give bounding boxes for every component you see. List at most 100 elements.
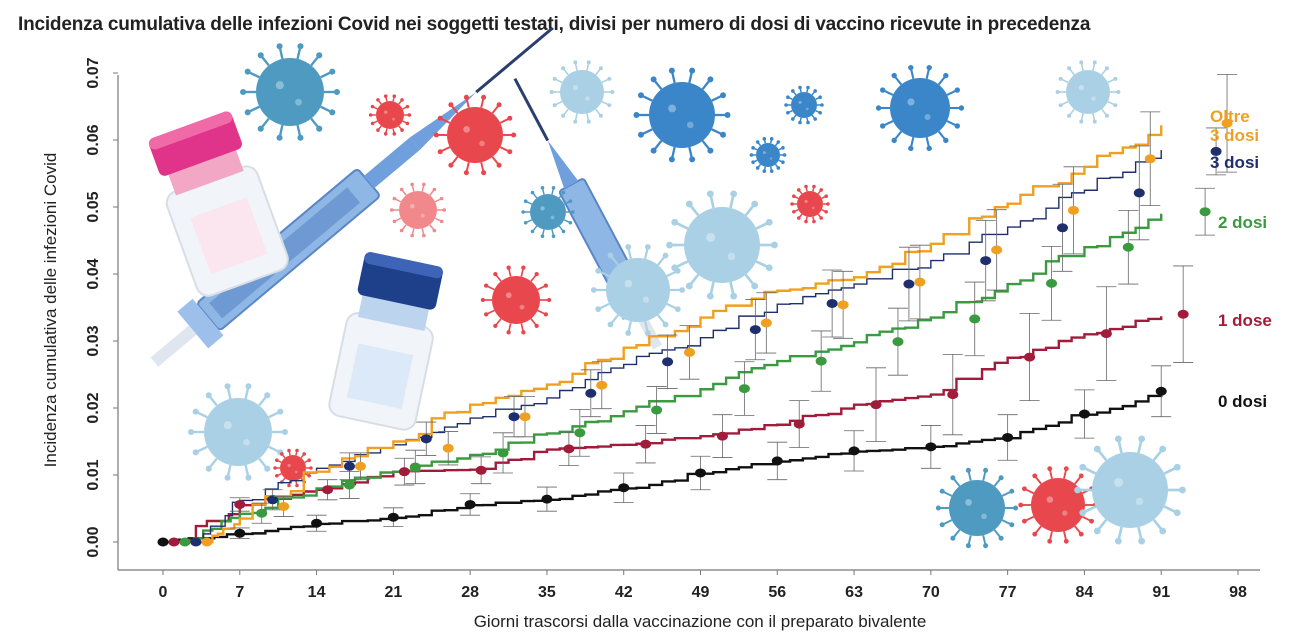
virus-icon (480, 265, 552, 335)
data-point (969, 314, 981, 324)
data-point (1100, 329, 1112, 339)
data-point (1144, 154, 1156, 164)
data-point (1210, 146, 1222, 156)
x-tick-label: 70 (922, 584, 940, 601)
legend-3-dosi: 3 dosi (1210, 153, 1259, 172)
virus-icon (389, 182, 447, 238)
vaccine-vial-icon (148, 111, 289, 297)
virus-icon (240, 43, 340, 141)
x-tick-label: 84 (1076, 584, 1094, 601)
data-point (1024, 352, 1036, 362)
data-point (322, 485, 334, 495)
virus-icon (188, 43, 1186, 549)
data-point (651, 405, 663, 415)
x-tick-label: 21 (384, 584, 402, 601)
data-point (1046, 278, 1058, 288)
data-point (278, 501, 290, 511)
legend-oltre-3-dosi-line1: Oltre (1210, 107, 1250, 126)
y-axis-label: Incidenza cumulativa delle infezioni Cov… (41, 153, 60, 468)
x-tick-label: 0 (159, 584, 168, 601)
legend-0-dosi: 0 dosi (1218, 392, 1267, 411)
data-point (168, 537, 180, 547)
data-point (157, 537, 169, 547)
data-point (1221, 118, 1233, 128)
y-tick-label: 0.07 (85, 57, 102, 88)
data-point (716, 431, 728, 441)
data-point (684, 347, 696, 357)
x-tick-label: 49 (692, 584, 710, 601)
axes: 0 7 14 21 28 35 42 49 56 63 70 77 84 91 98 0.000.010.0… (41, 57, 1260, 631)
series-line (163, 393, 1163, 544)
x-tick-label: 98 (1229, 584, 1247, 601)
data-point (793, 419, 805, 429)
data-point (947, 390, 959, 400)
virus-icon (790, 184, 830, 224)
data-point (695, 468, 706, 478)
x-tick-label: 14 (308, 584, 326, 601)
data-point (815, 356, 827, 366)
data-point (991, 245, 1003, 255)
x-tick-label: 35 (538, 584, 556, 601)
chart-title: Incidenza cumulativa delle infezioni Cov… (18, 14, 1091, 35)
data-point (190, 537, 202, 547)
data-point (903, 279, 915, 289)
data-point (980, 256, 992, 266)
legend-2-dosi: 2 dosi (1218, 213, 1267, 232)
y-tick-label: 0.06 (85, 124, 102, 155)
data-point (1177, 309, 1189, 319)
data-point (179, 537, 191, 547)
data-point (398, 467, 410, 477)
data-point (1002, 432, 1014, 442)
legend-1-dose: 1 dose (1218, 311, 1272, 330)
data-point (256, 508, 268, 518)
virus-icon (549, 60, 615, 124)
data-point (201, 537, 213, 547)
x-tick-label: 28 (461, 584, 479, 601)
data-point (343, 461, 355, 471)
decorations (148, 26, 1186, 549)
data-point (387, 512, 399, 522)
data-point (771, 456, 783, 466)
data-point (464, 499, 476, 509)
data-point (1056, 223, 1068, 233)
data-point (311, 518, 323, 528)
y-tick-label: 0.00 (85, 526, 102, 557)
data-point (234, 499, 246, 509)
virus-icon (590, 244, 686, 336)
y-tick-label: 0.04 (85, 258, 102, 289)
data-point (1122, 242, 1134, 252)
data-point (914, 277, 926, 287)
data-point (749, 325, 761, 335)
x-tick-label: 7 (235, 584, 244, 601)
data-point (563, 444, 575, 454)
data-point (662, 357, 674, 367)
data-point (640, 439, 652, 449)
virus-icon (188, 383, 288, 481)
data-point (519, 412, 531, 422)
virus-icon (633, 67, 731, 163)
data-point (409, 462, 421, 472)
virus-icon (749, 137, 787, 173)
series-line (206, 125, 1163, 544)
virus-icon (784, 85, 824, 125)
y-tick-label: 0.01 (85, 459, 102, 490)
data-point (848, 446, 860, 456)
data-point (1078, 409, 1090, 419)
data-point (585, 388, 597, 398)
x-tick-label: 77 (999, 584, 1017, 601)
data-point (892, 337, 904, 347)
data-point (925, 442, 937, 452)
x-tick-label: 56 (768, 584, 786, 601)
data-point (497, 448, 509, 458)
data-point (574, 428, 586, 438)
data-point (1199, 207, 1211, 217)
data-point (1067, 205, 1079, 215)
vaccine-vial-icon (328, 252, 443, 431)
x-tick-label: 91 (1152, 584, 1170, 601)
data-point (508, 412, 520, 422)
virus-icon (1018, 466, 1098, 544)
legend: Oltre 3 dosi 3 dosi 2 dosi 1 dose 0 dosi (1210, 107, 1272, 411)
data-point (618, 483, 630, 493)
data-point (267, 495, 279, 505)
y-tick-label: 0.03 (85, 325, 102, 356)
